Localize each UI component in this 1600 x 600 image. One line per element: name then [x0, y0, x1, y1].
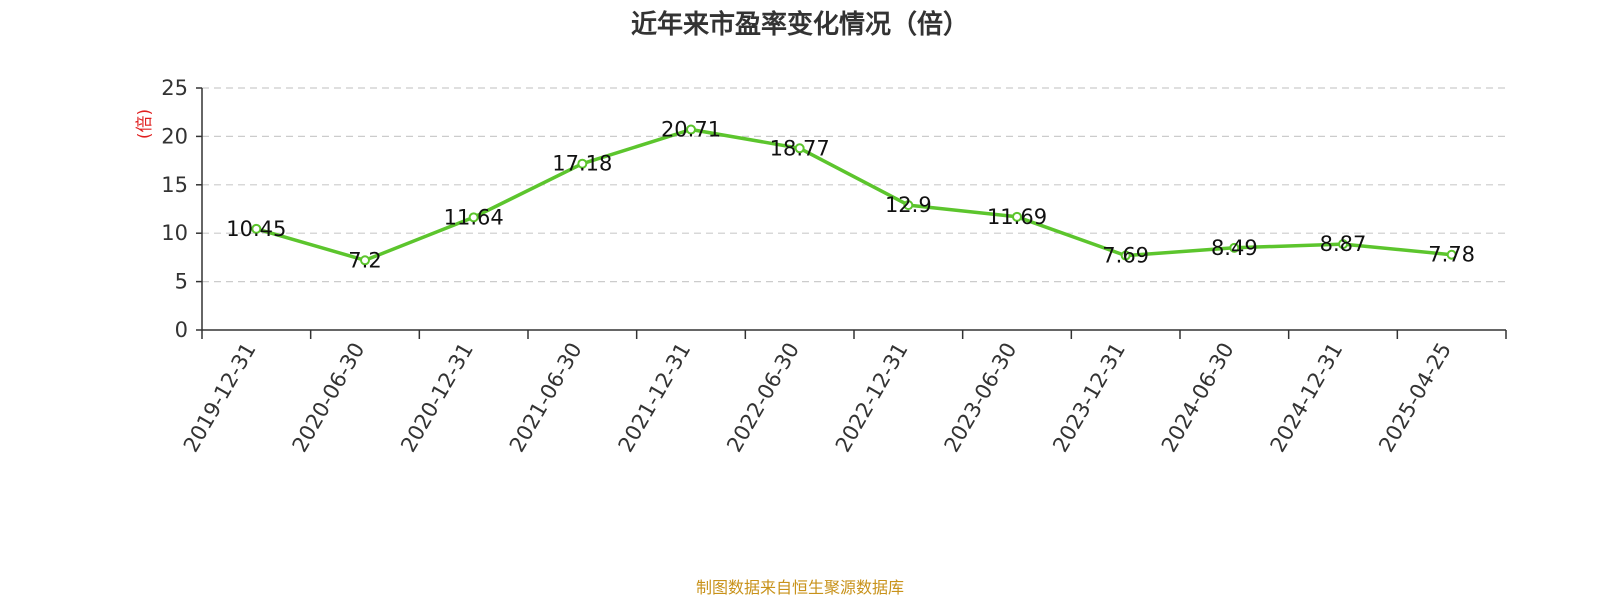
data-point	[1229, 242, 1240, 253]
data-label: 10.45	[226, 217, 286, 241]
x-tick-label: 2025-04-25	[1374, 339, 1456, 457]
data-point	[1338, 239, 1348, 250]
data-label: 8.87	[1320, 232, 1367, 256]
x-tick-label: 2024-12-31	[1266, 339, 1348, 457]
data-point	[794, 143, 805, 154]
x-tick-label: 2023-12-31	[1048, 339, 1130, 457]
x-tick-label: 2023-06-30	[940, 339, 1022, 457]
data-point	[903, 200, 914, 211]
chart-title: 近年来市盈率变化情况（倍）	[631, 9, 969, 40]
x-tick-label: 2020-12-31	[396, 338, 478, 456]
y-tick-label: 0	[175, 318, 188, 342]
gridlines	[202, 87, 1506, 283]
y-tick-label: 10	[161, 221, 188, 245]
data-label: 20.71	[661, 118, 721, 142]
data-label: 7.2	[348, 248, 381, 272]
data-point	[1012, 211, 1022, 222]
x-tick-label: 2021-12-31	[614, 339, 696, 457]
data-label: 11.64	[444, 205, 504, 229]
x-tick-labels: 2019-12-31 2020-06-30 2020-12-31 2021-06-30…	[179, 338, 1456, 456]
data-label: 7.78	[1428, 243, 1475, 267]
data-label: 7.69	[1102, 244, 1149, 268]
x-tick-label: 2019-12-31	[179, 339, 261, 457]
data-point	[1120, 250, 1131, 261]
data-label: 17.18	[552, 152, 612, 176]
x-tick-label: 2022-12-31	[831, 338, 913, 456]
source-note: 制图数据来自恒生聚源数据库	[696, 578, 904, 597]
x-tick-label: 2024-06-30	[1157, 339, 1239, 457]
data-point	[577, 158, 588, 169]
y-tick-labels: 0 5 10 15 20 25	[161, 76, 188, 342]
y-tick-label: 25	[161, 76, 188, 100]
axes	[196, 87, 1507, 339]
data-point	[468, 212, 479, 223]
data-label: 8.49	[1211, 236, 1258, 260]
y-tick-label: 20	[161, 124, 188, 148]
data-label: 18.77	[770, 136, 830, 160]
data-point	[686, 124, 696, 135]
x-tick-label: 2021-06-30	[505, 339, 587, 457]
data-label: 11.69	[987, 205, 1047, 229]
y-axis-unit-label: (倍)	[135, 109, 155, 139]
y-tick-label: 5	[175, 270, 188, 294]
data-label: 12.9	[885, 193, 932, 217]
series-line	[254, 127, 1454, 263]
data-point	[1446, 249, 1457, 260]
y-tick-label: 15	[161, 173, 188, 197]
data-point	[251, 223, 262, 234]
x-tick-label: 2022-06-30	[722, 339, 804, 457]
data-point	[360, 255, 370, 266]
x-tick-label: 2020-06-30	[288, 339, 370, 457]
series	[251, 124, 1457, 266]
data-labels: 10.45 7.2 11.64 17.18 20.71 18.77 12.9 11.69 7.6…	[226, 118, 1475, 273]
